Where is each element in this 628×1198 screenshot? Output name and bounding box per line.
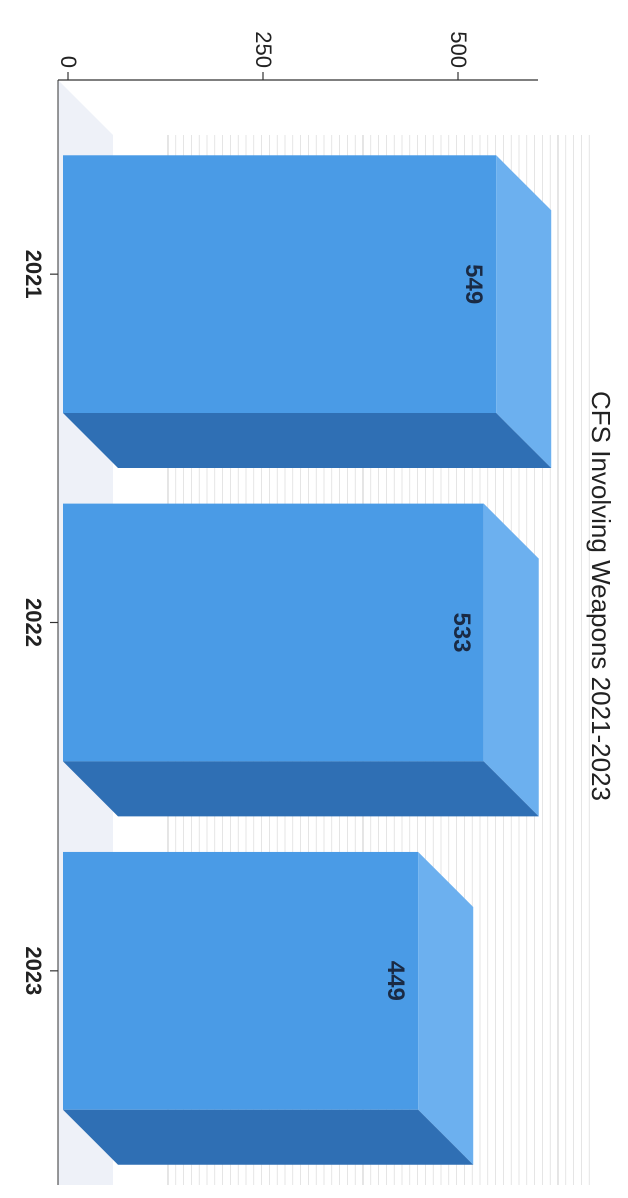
bars-group: 549 533 449 (63, 155, 552, 1165)
bar-side-face (63, 761, 539, 817)
value-tick-label: 500 (446, 31, 471, 68)
category-axis-ticks: 2021 2022 2023 (21, 250, 58, 995)
data-label: 449 (382, 961, 409, 1001)
data-label: 533 (448, 612, 475, 652)
bar-top-face (483, 503, 539, 817)
bar-top-face (418, 851, 474, 1165)
data-label: 549 (460, 264, 487, 304)
bar-top-face (496, 155, 552, 469)
category-tick-label: 2023 (21, 946, 46, 995)
bar-front-2022 (63, 503, 484, 762)
value-tick-label: 0 (56, 56, 81, 68)
category-tick-label: 2021 (21, 250, 46, 299)
value-tick-label: 250 (251, 31, 276, 68)
bar-front-2021 (63, 155, 497, 414)
bar-side-face (63, 413, 552, 469)
category-tick-label: 2022 (21, 598, 46, 647)
chart-title: CFS Involving Weapons 2021-2023 (586, 391, 616, 801)
bar-front-2023 (63, 851, 419, 1110)
bar-side-face (63, 1109, 474, 1165)
value-axis-ticks: 0 250 500 (56, 31, 471, 80)
